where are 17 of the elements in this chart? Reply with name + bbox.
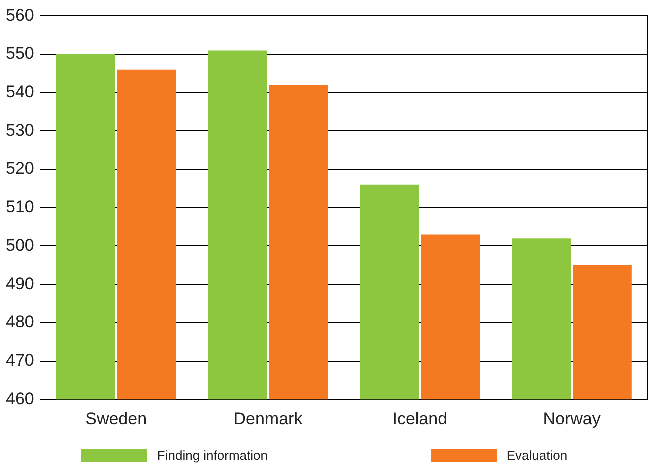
x-tick-label: Sweden: [86, 409, 148, 428]
y-tick-label: 460: [6, 389, 34, 408]
y-tick-label: 520: [6, 159, 34, 178]
x-tick-label: Norway: [543, 409, 602, 428]
y-tick-label: 470: [6, 350, 34, 370]
y-tick-label: 490: [6, 274, 34, 294]
y-tick-label: 510: [6, 198, 34, 217]
y-tick-label: 550: [6, 44, 34, 64]
series-label: Finding information: [157, 448, 268, 463]
y-tick-label: 560: [6, 6, 34, 25]
x-tick-label: Denmark: [234, 409, 304, 428]
y-tick-label: 530: [6, 120, 34, 140]
y-tick-label: 500: [6, 236, 34, 255]
series-label: Evaluation: [506, 448, 568, 463]
x-tick-label: Iceland: [392, 409, 448, 428]
y-tick-label: 480: [6, 312, 34, 332]
y-tick-label: 540: [6, 82, 34, 102]
